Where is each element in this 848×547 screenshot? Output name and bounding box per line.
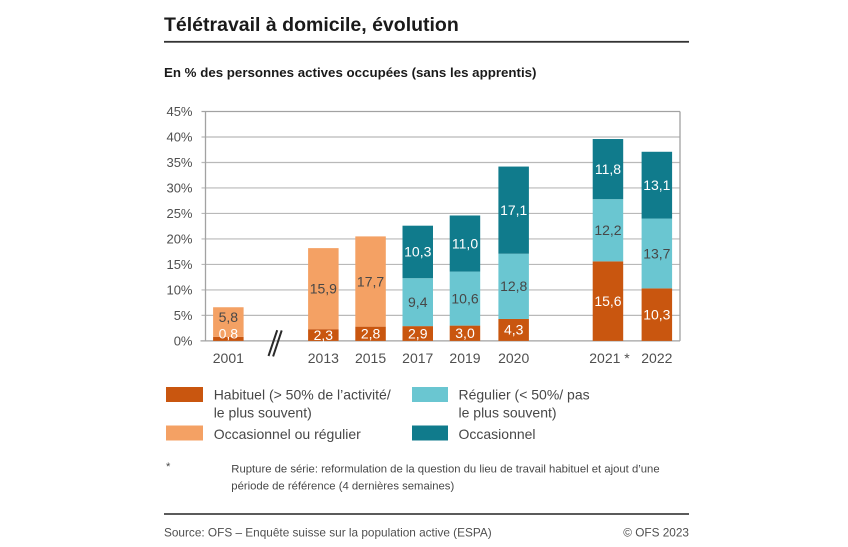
svg-text:Régulier (< 50%/ pas: Régulier (< 50%/ pas	[459, 387, 590, 403]
svg-text:2013: 2013	[308, 350, 339, 366]
svg-text:2021 *: 2021 *	[589, 350, 630, 366]
svg-text:15%: 15%	[166, 257, 192, 272]
svg-text:11,0: 11,0	[452, 235, 478, 251]
svg-text:17,7: 17,7	[357, 273, 384, 289]
svg-text:40%: 40%	[166, 130, 192, 145]
svg-text:Source: OFS – Enquête suisse s: Source: OFS – Enquête suisse sur la popu…	[164, 526, 492, 540]
svg-text:10,3: 10,3	[404, 244, 431, 260]
svg-text:2015: 2015	[355, 350, 386, 366]
svg-text:le plus souvent): le plus souvent)	[214, 405, 312, 421]
svg-text:12,8: 12,8	[500, 278, 527, 294]
svg-text:2022: 2022	[641, 350, 672, 366]
svg-text:0%: 0%	[174, 334, 193, 349]
svg-text:13,1: 13,1	[643, 177, 670, 193]
svg-text:*: *	[166, 461, 171, 473]
svg-text:Télétravail à domicile, évolut: Télétravail à domicile, évolution	[164, 14, 459, 36]
svg-text:45%: 45%	[166, 104, 192, 119]
svg-text:2020: 2020	[498, 350, 529, 366]
svg-text:© OFS 2023: © OFS 2023	[623, 526, 689, 540]
svg-text:2001: 2001	[213, 350, 244, 366]
svg-text:15,6: 15,6	[594, 293, 621, 309]
svg-text:0,8: 0,8	[219, 325, 239, 341]
svg-text:Rupture de série: reformulatio: Rupture de série: reformulation de la qu…	[231, 464, 659, 476]
svg-text:Occasionnel: Occasionnel	[459, 426, 536, 442]
svg-text:15,9: 15,9	[310, 280, 337, 296]
svg-text:5,8: 5,8	[219, 309, 239, 325]
svg-text:10,3: 10,3	[643, 306, 670, 322]
svg-text:le plus souvent): le plus souvent)	[459, 405, 557, 421]
svg-text:période de référence (4 derniè: période de référence (4 dernières semain…	[231, 481, 454, 493]
svg-text:Occasionnel ou régulier: Occasionnel ou régulier	[214, 426, 361, 442]
svg-text:10%: 10%	[166, 283, 192, 298]
svg-text:13,7: 13,7	[643, 245, 670, 261]
svg-text:17,1: 17,1	[500, 202, 527, 218]
svg-text:2,8: 2,8	[361, 326, 381, 342]
svg-text:2017: 2017	[402, 350, 433, 366]
svg-text:11,8: 11,8	[595, 161, 621, 177]
svg-text:12,2: 12,2	[594, 222, 621, 238]
svg-text:2,3: 2,3	[314, 327, 334, 343]
svg-text:20%: 20%	[166, 232, 192, 247]
svg-text:9,4: 9,4	[408, 294, 428, 310]
svg-text:3,0: 3,0	[455, 325, 475, 341]
svg-text:30%: 30%	[166, 181, 192, 196]
svg-text:En % des personnes actives occ: En % des personnes actives occupées (san…	[164, 65, 536, 80]
svg-text:2,9: 2,9	[408, 325, 428, 341]
svg-text:5%: 5%	[174, 308, 193, 323]
svg-text:35%: 35%	[166, 155, 192, 170]
svg-text:4,3: 4,3	[504, 322, 524, 338]
svg-text:2019: 2019	[449, 350, 480, 366]
svg-text:25%: 25%	[166, 206, 192, 221]
svg-text:10,6: 10,6	[451, 290, 478, 306]
svg-text:Habituel (> 50% de l’activité/: Habituel (> 50% de l’activité/	[214, 387, 391, 403]
